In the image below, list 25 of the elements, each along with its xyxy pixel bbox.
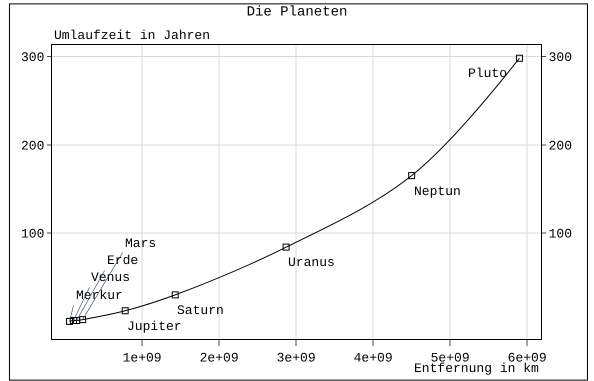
annotation: Mars [125,236,156,251]
y2-tick-label: 200 [548,138,572,154]
point [172,291,179,298]
annotation: Saturn [177,303,224,318]
y-axis-title: Umlaufzeit in Jahren [54,28,210,43]
annotation: Jupiter [127,319,182,334]
point [122,307,129,314]
point [79,316,86,324]
annotation: Pluto [468,66,508,81]
point [516,54,523,62]
x-tick-label: 3e+09 [276,350,316,366]
x-tick-label: 4e+09 [354,350,393,366]
x-tick-label: 1e+09 [122,350,162,366]
y2-tick-label: 100 [548,226,572,242]
chart-title: Die Planeten [246,4,348,21]
point [408,172,416,180]
y-tick-label: 300 [20,50,44,66]
y-tick-label: 100 [20,226,44,242]
y2-tick-label: 300 [548,50,572,66]
annotation: Neptun [414,184,461,199]
point [66,318,74,325]
point [282,244,290,251]
annotation: Uranus [288,255,335,270]
x-tick-label: 2e+09 [200,350,239,366]
y-tick-label: 200 [20,138,44,154]
